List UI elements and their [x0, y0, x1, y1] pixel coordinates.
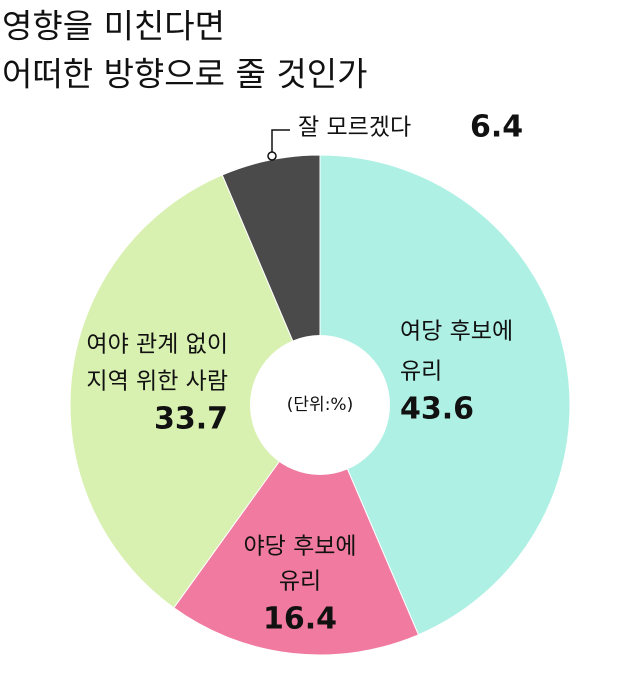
- slice: [319, 154, 571, 636]
- value-label: 33.7: [154, 402, 228, 437]
- slice-label: 유리: [400, 359, 442, 385]
- slice-label: 유리: [279, 569, 321, 595]
- leader-line: [271, 129, 290, 156]
- donut-hole: [250, 335, 390, 475]
- slice: [173, 403, 420, 656]
- chart-title: 영향을 미친다면: [2, 7, 225, 46]
- slice-label: 지역 위한 사람: [86, 369, 228, 395]
- center-label: (단위:%): [287, 395, 353, 415]
- slice: [69, 174, 321, 609]
- slice-label: 야당 후보에: [243, 534, 356, 560]
- slice-label: 여당 후보에: [400, 319, 513, 345]
- slice-label: 잘 모르겠다: [298, 115, 411, 141]
- leader-dot: [267, 151, 277, 161]
- value-label: 43.6: [400, 392, 474, 427]
- chart-title: 어떠한 방향으로 줄 것인가: [2, 55, 367, 94]
- slice-label: 여야 관계 없이: [86, 332, 228, 358]
- value-label: 6.4: [470, 110, 523, 145]
- value-label: 16.4: [263, 602, 337, 637]
